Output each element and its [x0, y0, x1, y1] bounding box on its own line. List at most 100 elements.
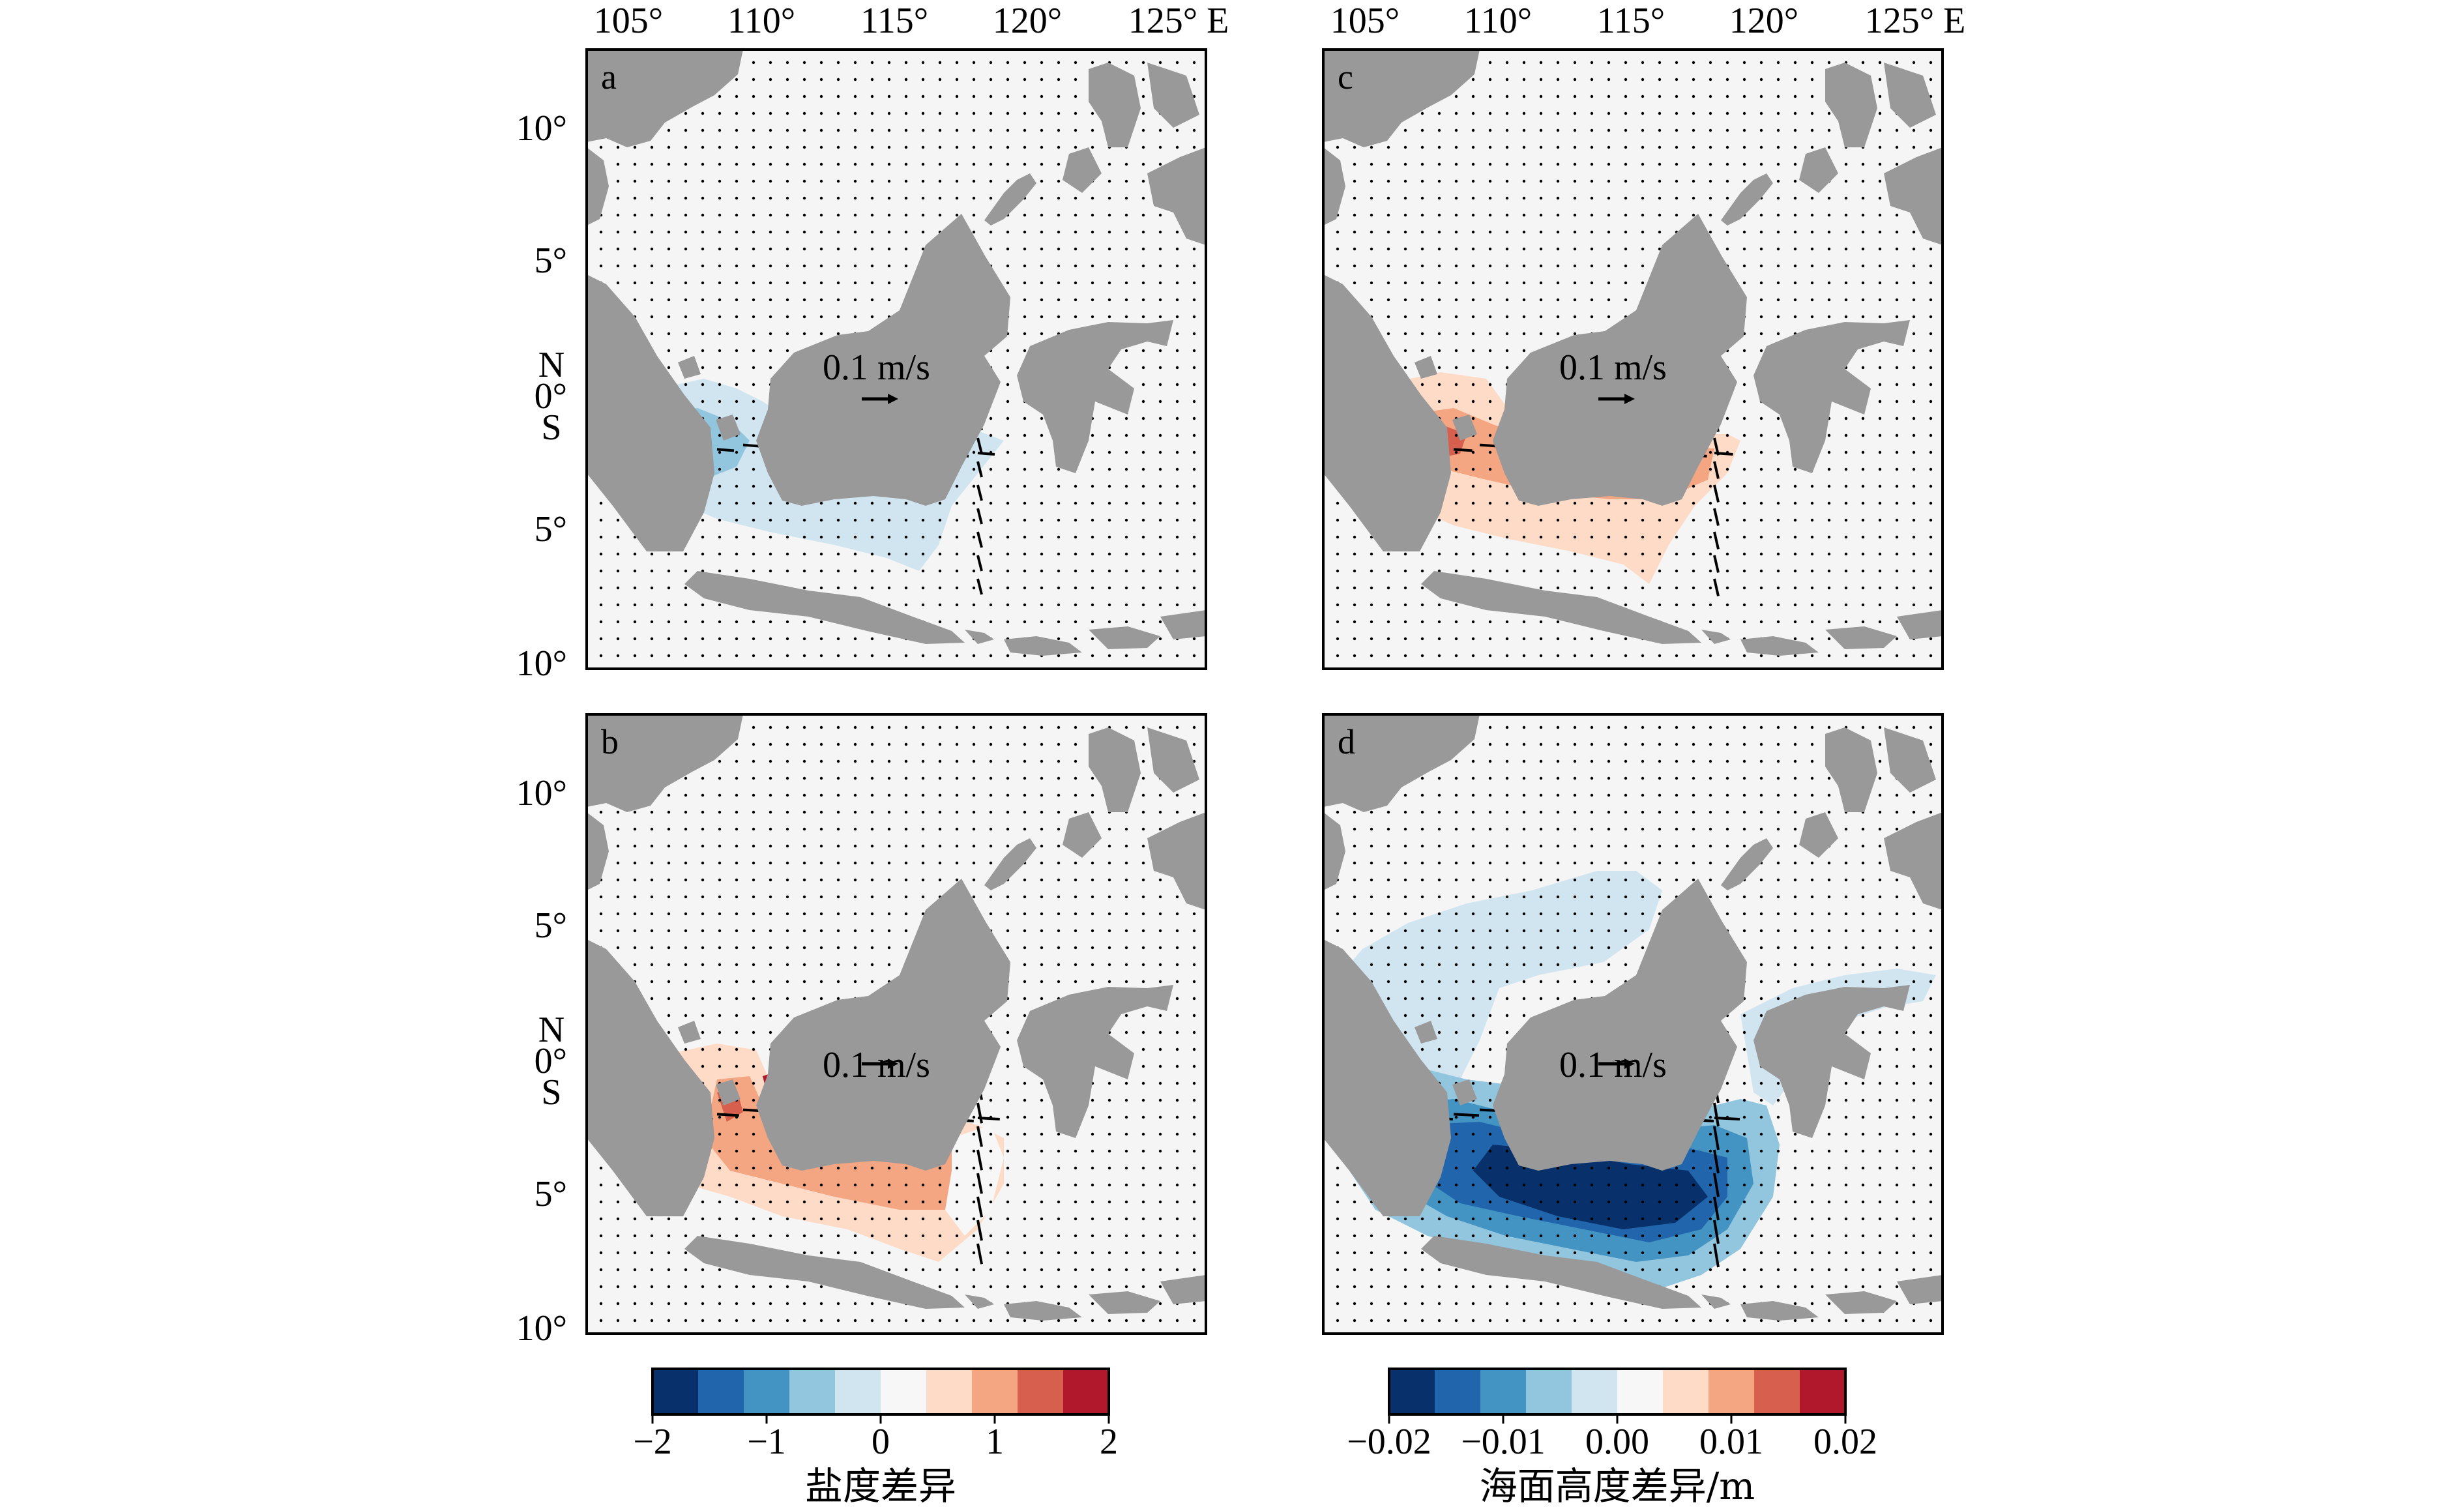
velocity-dot	[1141, 196, 1145, 200]
velocity-dot	[1658, 586, 1662, 590]
velocity-dot	[1403, 281, 1407, 285]
velocity-dot	[1929, 929, 1933, 933]
velocity-dot	[1124, 1132, 1128, 1136]
velocity-dot	[989, 742, 993, 746]
velocity-dot	[1505, 230, 1509, 234]
velocity-dot	[1590, 586, 1594, 590]
velocity-dot	[1641, 912, 1645, 916]
velocity-dot	[1437, 247, 1441, 251]
velocity-dot	[769, 196, 772, 200]
velocity-dot	[1107, 878, 1111, 882]
velocity-dot	[1386, 810, 1390, 814]
velocity-dot	[769, 1166, 772, 1170]
velocity-dot	[667, 264, 671, 268]
velocity-dot	[1895, 298, 1899, 302]
velocity-dot	[735, 963, 739, 967]
velocity-dot	[752, 366, 755, 370]
velocity-dot	[1437, 1047, 1441, 1051]
velocity-dot	[1793, 213, 1797, 217]
velocity-dot	[1006, 929, 1010, 933]
velocity-dot	[701, 535, 705, 539]
velocity-dot	[1742, 535, 1746, 539]
velocity-dot	[1844, 213, 1848, 217]
velocity-dot	[904, 1183, 908, 1187]
velocity-dot	[1040, 1268, 1044, 1272]
velocity-dot	[1175, 1132, 1179, 1136]
velocity-dot	[955, 196, 959, 200]
velocity-dot	[1776, 179, 1780, 183]
velocity-dot	[1844, 433, 1848, 437]
velocity-dot	[955, 1166, 959, 1170]
velocity-dot	[1023, 929, 1027, 933]
velocity-dot	[1141, 1234, 1145, 1238]
velocity-dot	[1658, 552, 1662, 556]
velocity-dot	[1844, 518, 1848, 522]
velocity-dot	[735, 912, 739, 916]
velocity-dot	[718, 332, 722, 336]
velocity-dot	[1709, 1132, 1712, 1136]
velocity-dot	[650, 162, 654, 166]
velocity-dot	[1505, 1014, 1509, 1017]
velocity-dot	[1505, 997, 1509, 1001]
velocity-dot	[667, 980, 671, 984]
velocity-dot	[1023, 776, 1027, 780]
velocity-dot	[1141, 1251, 1145, 1255]
velocity-dot	[1895, 535, 1899, 539]
velocity-dot	[1522, 844, 1526, 848]
velocity-dot	[870, 213, 874, 217]
velocity-dot	[735, 1014, 739, 1017]
velocity-dot	[1607, 810, 1611, 814]
velocity-dot	[938, 535, 942, 539]
velocity-dot	[1107, 281, 1111, 285]
velocity-dot	[1590, 230, 1594, 234]
velocity-dot	[853, 128, 857, 132]
lat-label: 10°	[516, 108, 567, 149]
velocity-dot	[1370, 247, 1373, 251]
velocity-dot	[785, 213, 789, 217]
velocity-dot	[718, 1166, 722, 1170]
velocity-dot	[1488, 128, 1492, 132]
velocity-dot	[616, 895, 620, 899]
velocity-dot	[1107, 552, 1111, 556]
velocity-dot	[752, 179, 755, 183]
velocity-dot	[735, 776, 739, 780]
velocity-dot	[1454, 810, 1458, 814]
velocity-dot	[1539, 111, 1543, 115]
velocity-dot	[1709, 793, 1712, 797]
velocity-dot	[853, 1319, 857, 1323]
velocity-dot	[1539, 281, 1543, 285]
velocity-dot	[667, 844, 671, 848]
velocity-dot	[1040, 162, 1044, 166]
velocity-dot	[972, 603, 976, 607]
velocity-dot	[1810, 111, 1814, 115]
velocity-dot	[1006, 946, 1010, 950]
velocity-dot	[1023, 1217, 1027, 1221]
velocity-dot	[1912, 366, 1916, 370]
velocity-dot	[1175, 349, 1179, 353]
velocity-dot	[1107, 467, 1111, 471]
velocity-dot	[684, 878, 688, 882]
velocity-dot	[1742, 929, 1746, 933]
velocity-dot	[667, 1014, 671, 1017]
velocity-dot	[1776, 450, 1780, 454]
velocity-dot	[1370, 230, 1373, 234]
velocity-dot	[1539, 861, 1543, 865]
velocity-dot	[1124, 433, 1128, 437]
velocity-dot	[1810, 725, 1814, 729]
velocity-dot	[1192, 1047, 1196, 1051]
velocity-dot	[650, 963, 654, 967]
velocity-dot	[718, 518, 722, 522]
velocity-dot	[1895, 467, 1899, 471]
velocity-dot	[1141, 603, 1145, 607]
velocity-dot	[684, 1268, 688, 1272]
velocity-dot	[1192, 281, 1196, 285]
velocity-dot	[1091, 912, 1094, 916]
velocity-dot	[1403, 213, 1407, 217]
velocity-dot	[1386, 247, 1390, 251]
velocity-dot	[1742, 793, 1746, 797]
velocity-dot	[1454, 383, 1458, 387]
velocity-dot	[1124, 963, 1128, 967]
velocity-dot	[1590, 213, 1594, 217]
velocity-dot	[1759, 247, 1763, 251]
velocity-dot	[819, 78, 823, 81]
